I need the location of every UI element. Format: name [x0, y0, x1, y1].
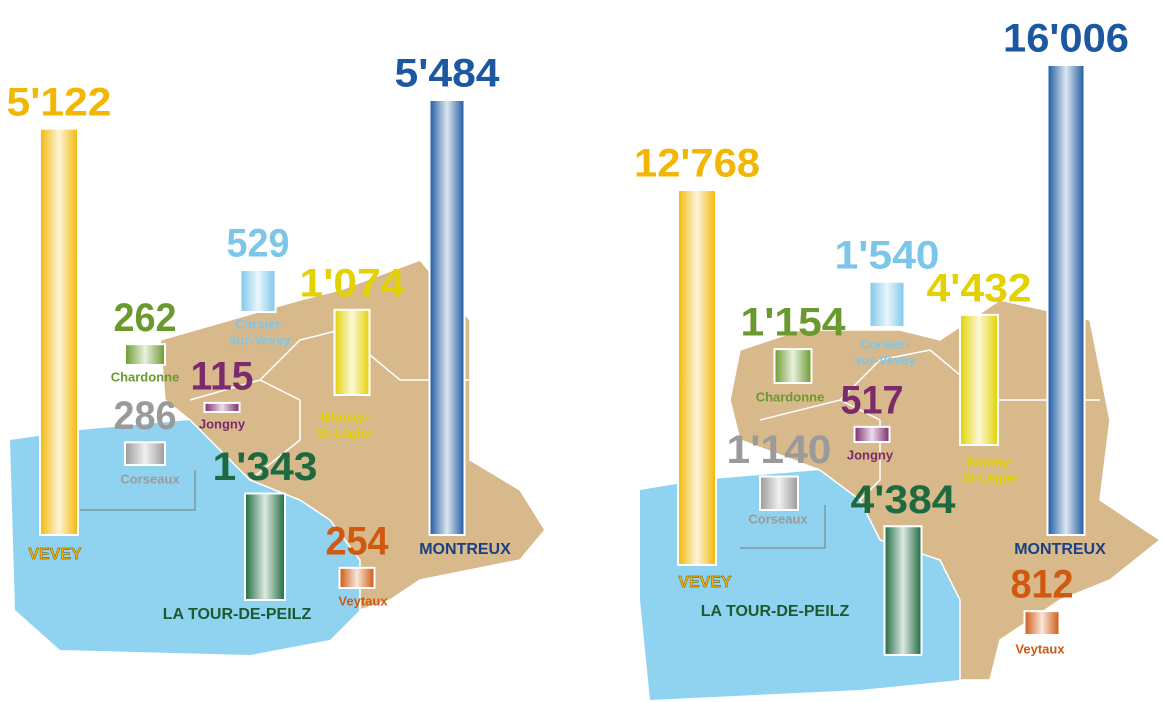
name-label: sur-Vevey: [854, 352, 916, 367]
bar: [883, 525, 923, 656]
bar: [759, 475, 799, 511]
value-label: 4'432: [927, 266, 1032, 310]
borders: [759, 349, 1100, 501]
value-label: 12'768: [634, 142, 760, 186]
bar: [39, 127, 79, 536]
name-label: Jongny: [847, 447, 894, 462]
name-label: Jongny: [199, 416, 246, 431]
bar: [124, 343, 166, 366]
name-label: Corseaux: [120, 471, 180, 486]
bars-group: 12'768 VEVEY 16'006 MONTREUX 1'154 Chardonne 1…: [634, 17, 1129, 657]
corseaux-outline: [80, 470, 196, 511]
name-label: LA TOUR-DE-PEILZ: [701, 603, 850, 620]
name-label: St-Légier: [317, 425, 373, 440]
bar: [1023, 610, 1061, 636]
name-label: St-Légier: [962, 470, 1018, 485]
name-label: sur-Vevey: [229, 332, 291, 347]
bar: [677, 189, 717, 566]
value-label: 529: [227, 222, 290, 266]
name-label: VEVEY: [28, 546, 82, 563]
bar: [203, 401, 241, 414]
name-label: LA TOUR-DE-PEILZ: [163, 606, 312, 623]
value-label: 5'484: [395, 52, 501, 96]
bar: [124, 441, 166, 466]
bar: [868, 280, 906, 328]
name-label: Veytaux: [1015, 641, 1065, 656]
value-label: 1'074: [300, 261, 406, 305]
borders: [189, 329, 470, 481]
value-label: 16'006: [1003, 17, 1129, 61]
value-label: 262: [114, 296, 177, 340]
bar: [853, 425, 891, 443]
name-label: Chardonne: [756, 389, 825, 404]
value-label: 1'154: [741, 301, 847, 345]
bar: [333, 308, 371, 396]
bar: [239, 269, 277, 314]
name-label: Blonay-: [966, 454, 1014, 469]
name-label: Veytaux: [338, 593, 388, 608]
bars-group: 5'122 VEVEY 5'484 MONTREUX 262 Chardonne 529 Co…: [7, 52, 512, 624]
bar: [959, 313, 999, 446]
bar: [773, 348, 813, 384]
value-label: 254: [326, 519, 390, 563]
value-label: 1'140: [727, 428, 832, 472]
value-label: 1'343: [213, 445, 318, 489]
name-label: Corseaux: [748, 511, 808, 526]
value-label: 115: [191, 354, 254, 398]
name-label: MONTREUX: [1014, 541, 1106, 558]
value-label: 286: [114, 394, 177, 438]
bar: [1046, 64, 1086, 536]
bar: [338, 566, 376, 589]
bar: [428, 99, 466, 536]
value-label: 1'540: [835, 233, 940, 277]
name-label: VEVEY: [678, 574, 732, 591]
value-label: 5'122: [7, 80, 112, 124]
lake: [640, 470, 960, 700]
name-label: Corsier-: [235, 316, 285, 331]
value-label: 812: [1011, 563, 1074, 607]
value-label: 517: [841, 378, 904, 422]
name-label: MONTREUX: [419, 541, 511, 558]
value-label: 4'384: [851, 478, 957, 522]
name-label: Corsier-: [860, 336, 910, 351]
name-label: Blonay-: [321, 409, 369, 424]
name-label: Chardonne: [111, 369, 180, 384]
corseaux-outline: [740, 505, 826, 549]
bar: [244, 492, 286, 601]
